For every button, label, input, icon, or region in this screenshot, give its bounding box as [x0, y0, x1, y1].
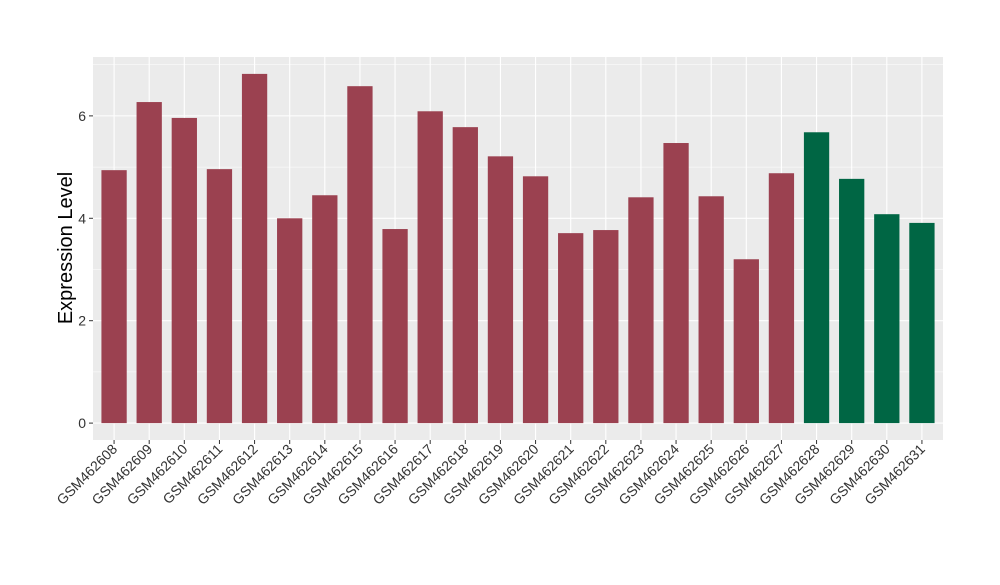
bar-GSM462620 [522, 176, 549, 424]
bar-GSM462629 [839, 178, 865, 424]
bar-GSM462621 [558, 233, 584, 424]
y-tick-label: 2 [78, 313, 86, 329]
bar-GSM462627 [768, 173, 795, 424]
bar-GSM462622 [593, 230, 619, 424]
bar-GSM462619 [487, 156, 514, 424]
bar-GSM462626 [733, 259, 759, 424]
y-tick-label: 6 [78, 108, 86, 124]
bar-GSM462612 [241, 73, 268, 424]
bar-GSM462631 [909, 222, 935, 424]
bar-GSM462614 [312, 195, 338, 424]
x-axis: GSM462608GSM462609GSM462610GSM462611GSM4… [53, 440, 928, 508]
bar-GSM462624 [663, 143, 689, 424]
bar-GSM462628 [803, 132, 830, 424]
bar-GSM462611 [206, 169, 233, 424]
y-axis-label: Expression Level [55, 172, 77, 324]
bar-GSM462617 [417, 111, 443, 424]
y-tick-label: 4 [78, 210, 86, 226]
bars [101, 73, 935, 424]
bar-GSM462608 [101, 170, 127, 424]
bar-GSM462618 [452, 127, 478, 424]
bar-GSM462609 [136, 102, 162, 424]
bar-GSM462625 [698, 196, 724, 424]
bar-GSM462615 [347, 86, 373, 424]
bar-GSM462623 [628, 197, 654, 424]
y-tick-label: 0 [78, 415, 86, 431]
bar-GSM462613 [277, 218, 303, 424]
bar-GSM462630 [874, 214, 900, 424]
bar-GSM462616 [382, 229, 408, 424]
bar-GSM462610 [171, 117, 197, 424]
y-axis: 0 2 4 6 [78, 108, 93, 431]
plot-panel [93, 57, 943, 440]
